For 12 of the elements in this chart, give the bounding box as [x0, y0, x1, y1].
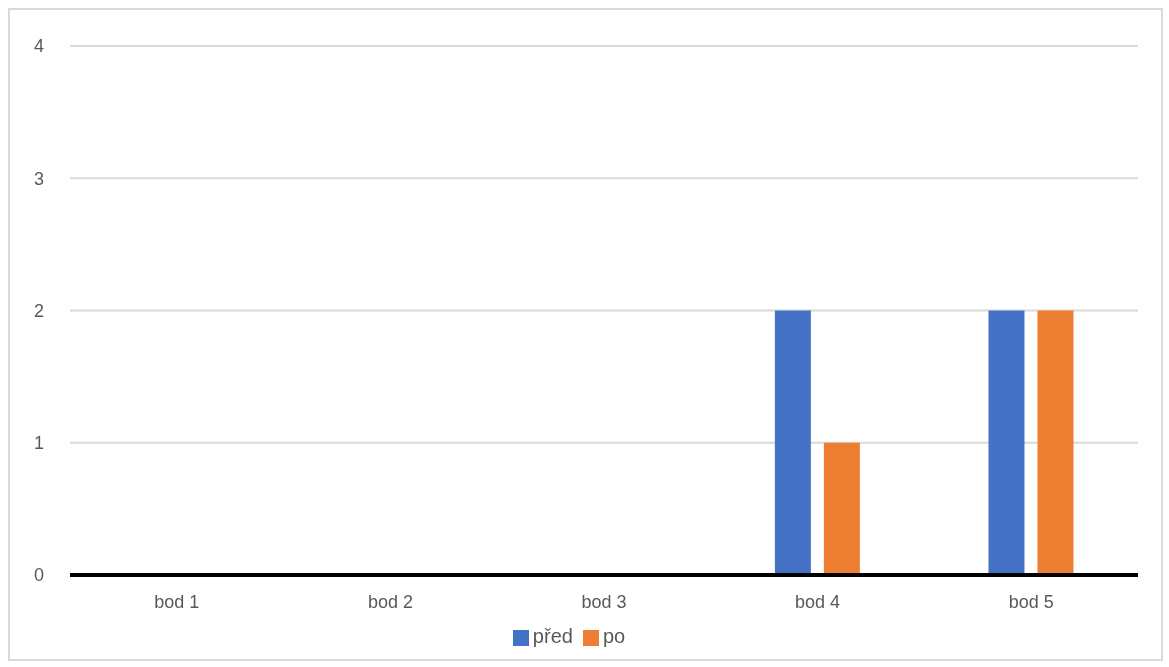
x-tick-label: bod 3 — [581, 591, 627, 612]
x-tick-label: bod 5 — [1008, 591, 1054, 612]
y-tick-label: 0 — [33, 565, 44, 586]
y-tick-label: 1 — [33, 433, 44, 454]
x-tick-label: bod 4 — [795, 591, 841, 612]
y-tick-label: 2 — [33, 300, 44, 321]
y-tick-label: 4 — [33, 36, 44, 57]
legend-label: po — [602, 625, 626, 647]
x-tick-label: bod 1 — [154, 591, 200, 612]
y-tick-label: 3 — [33, 168, 44, 189]
legend-label: před — [532, 625, 573, 647]
x-tick-label: bod 2 — [367, 591, 413, 612]
